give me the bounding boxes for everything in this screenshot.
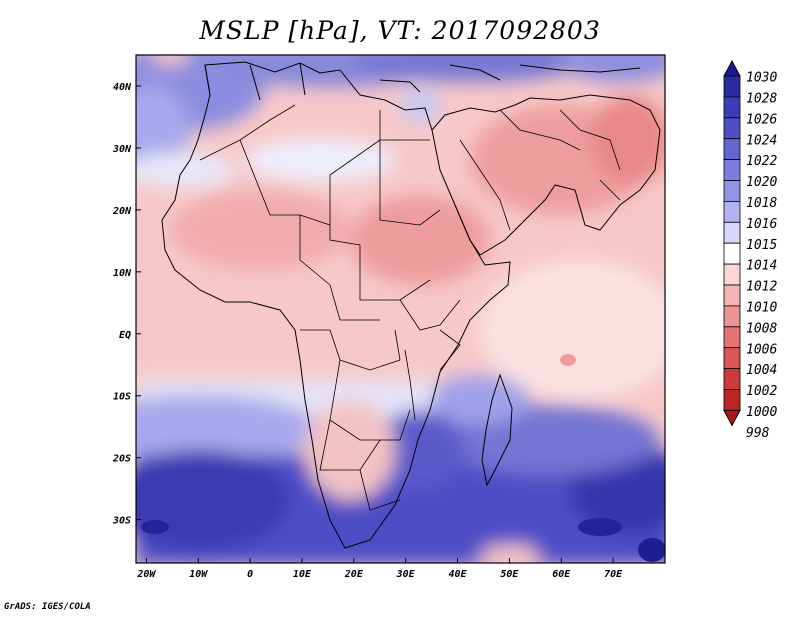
colorbar-swatch bbox=[723, 326, 741, 349]
colorbar-label: 1002 bbox=[746, 384, 777, 399]
pressure-field bbox=[136, 55, 665, 563]
lat-tick-label: 30N bbox=[112, 144, 132, 155]
colorbar-top-arrow bbox=[723, 59, 741, 77]
lon-tick-label: 0 bbox=[247, 569, 253, 580]
colorbar-label: 1015 bbox=[746, 238, 777, 253]
map-title: MSLP [hPa], VT: 2017092803 bbox=[199, 16, 601, 45]
lon-tick-label: 30E bbox=[396, 569, 416, 580]
colorbar-swatch bbox=[723, 159, 741, 181]
lat-tick-label: 30S bbox=[112, 516, 131, 527]
lon-tick-label: 10W bbox=[189, 569, 208, 580]
lon-tick-label: 20W bbox=[136, 569, 156, 580]
colorbar-label: 1014 bbox=[746, 259, 777, 274]
colorbar-label: 1010 bbox=[746, 300, 777, 315]
lat-tick-label: 20N bbox=[112, 206, 132, 217]
colorbar-label: 1028 bbox=[746, 91, 777, 106]
colorbar-swatch bbox=[723, 263, 741, 286]
colorbar-swatch bbox=[723, 200, 741, 223]
lon-tick-label: 20E bbox=[344, 569, 364, 580]
latitude-axis: 40N 30N 20N 10N EQ 10S 20S 30S bbox=[112, 82, 141, 527]
lat-tick-label: 10N bbox=[113, 268, 132, 279]
colorbar-label: 1008 bbox=[746, 321, 777, 336]
colorbar-label: 1020 bbox=[746, 175, 777, 190]
colorbar-label: 1006 bbox=[746, 342, 777, 357]
colorbar-swatch bbox=[723, 368, 741, 390]
colorbar-swatch bbox=[723, 242, 741, 265]
colorbar-label: 1018 bbox=[746, 196, 777, 211]
lat-tick-label: 10S bbox=[113, 392, 131, 403]
grads-credit: GrADS: IGES/COLA bbox=[4, 602, 91, 612]
colorbar-swatch bbox=[723, 389, 741, 411]
colorbar-swatch bbox=[723, 75, 741, 98]
colorbar-swatch bbox=[723, 347, 741, 370]
map-frame bbox=[135, 54, 666, 564]
colorbar-label: 1022 bbox=[746, 154, 777, 169]
colorbar-label: 998 bbox=[746, 426, 770, 441]
colorbar-swatch bbox=[723, 96, 741, 119]
lat-tick-label: 40N bbox=[113, 82, 132, 93]
lon-tick-label: 10E bbox=[293, 569, 312, 580]
colorbar-swatch bbox=[723, 138, 741, 160]
colorbar-bottom-arrow bbox=[723, 409, 741, 427]
colorbar-swatch bbox=[723, 180, 741, 202]
colorbar-label: 1016 bbox=[746, 217, 777, 232]
colorbar-swatch bbox=[723, 117, 741, 140]
longitude-axis: 20W 10W 0 10E 20E 30E 40E 50E 60E 70E bbox=[136, 558, 623, 580]
lon-tick-label: 60E bbox=[552, 569, 571, 580]
colorbar-swatch bbox=[723, 305, 741, 328]
colorbar-label: 1024 bbox=[746, 133, 777, 148]
colorbar-label: 1030 bbox=[746, 71, 777, 86]
lon-tick-label: 50E bbox=[500, 569, 519, 580]
country-borders bbox=[199, 104, 621, 511]
colorbar-label: 1026 bbox=[746, 112, 777, 127]
lon-tick-label: 70E bbox=[604, 569, 623, 580]
colorbar-label: 1000 bbox=[746, 405, 777, 420]
colorbar-swatch bbox=[723, 221, 741, 244]
colorbar: 1030 1028 1026 1024 1022 1020 1018 1016 1015 1014… bbox=[723, 59, 777, 441]
colorbar-swatch bbox=[723, 284, 741, 307]
colorbar-label: 1004 bbox=[746, 363, 777, 378]
coastlines bbox=[161, 61, 661, 549]
lat-tick-label: EQ bbox=[119, 330, 131, 341]
lat-tick-label: 20S bbox=[112, 454, 131, 465]
colorbar-label: 1012 bbox=[746, 280, 777, 295]
lon-tick-label: 40E bbox=[449, 569, 468, 580]
